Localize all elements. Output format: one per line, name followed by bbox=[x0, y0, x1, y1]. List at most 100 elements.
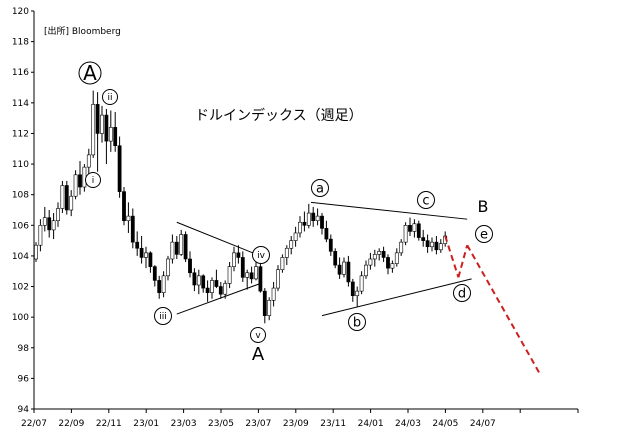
candle-body bbox=[196, 275, 201, 286]
candle-body bbox=[350, 281, 355, 297]
chart-title: ドルインデックス（週足） bbox=[195, 107, 363, 124]
projection-segment bbox=[466, 244, 541, 375]
candle-body bbox=[232, 252, 236, 267]
y-tick-label: 114 bbox=[12, 99, 29, 109]
wave-label-circle bbox=[85, 172, 101, 188]
wave-label-c: c bbox=[422, 194, 429, 209]
candle-body bbox=[271, 287, 276, 301]
x-tick-label: 24/03 bbox=[395, 419, 421, 429]
candle-body bbox=[408, 225, 412, 232]
tick-labels: 94 96 98 100 102 104 106 108 110 112 114 116 118 120 2… bbox=[12, 7, 496, 429]
candle-body bbox=[104, 114, 109, 142]
candle-body bbox=[91, 104, 96, 156]
candle-body bbox=[399, 241, 404, 254]
candle-body bbox=[117, 145, 122, 192]
candle-body bbox=[205, 287, 210, 293]
candle-body bbox=[174, 241, 179, 255]
candle-body bbox=[170, 241, 175, 260]
y-tick-label: 118 bbox=[12, 38, 29, 48]
candle-body bbox=[302, 221, 307, 226]
trendline bbox=[321, 278, 472, 317]
candle-body bbox=[262, 290, 267, 316]
candle-body bbox=[342, 261, 346, 275]
candle-body bbox=[394, 252, 399, 264]
wave-label-circle bbox=[311, 179, 329, 197]
candle-body bbox=[51, 220, 56, 231]
candle-body bbox=[100, 114, 104, 134]
trendline bbox=[176, 283, 261, 315]
wave-label-big_A_top: A bbox=[83, 61, 97, 85]
y-tick-label: 98 bbox=[18, 344, 30, 354]
candle-body bbox=[139, 247, 144, 258]
candle-body bbox=[60, 185, 65, 209]
projection-segment bbox=[457, 244, 469, 278]
candle-body bbox=[284, 247, 289, 258]
projection-path bbox=[444, 235, 541, 375]
wave-label-circle bbox=[154, 307, 172, 325]
wave-label-i: i bbox=[92, 176, 95, 186]
candle-body bbox=[258, 266, 263, 292]
wave-label-e: e bbox=[480, 228, 488, 243]
candle-body bbox=[324, 228, 329, 240]
y-tick-label: 120 bbox=[12, 7, 29, 17]
candle-body bbox=[47, 217, 52, 231]
x-tick-label: 23/09 bbox=[283, 419, 309, 429]
trendlines bbox=[176, 201, 472, 317]
wave-label-circle bbox=[102, 89, 118, 105]
candle-body bbox=[126, 215, 131, 222]
candle-body bbox=[214, 280, 219, 287]
trendline bbox=[310, 201, 468, 220]
candle-body bbox=[86, 154, 91, 168]
x-tick-label: 22/09 bbox=[58, 419, 84, 429]
candle-body bbox=[240, 257, 245, 278]
candle-body bbox=[78, 174, 82, 188]
candle-body bbox=[293, 232, 298, 241]
projection-segment bbox=[444, 235, 460, 278]
candle-body bbox=[223, 283, 228, 295]
wave-label-circle bbox=[417, 191, 435, 209]
x-tick-label: 23/01 bbox=[133, 419, 159, 429]
candle-body bbox=[34, 244, 38, 260]
candle-body bbox=[412, 223, 417, 232]
y-tick-label: 96 bbox=[18, 374, 30, 384]
wave-label-v: v bbox=[255, 331, 261, 341]
candle-body bbox=[372, 254, 377, 260]
candle-body bbox=[267, 300, 272, 316]
wave-label-circle bbox=[453, 284, 471, 302]
candle-body bbox=[38, 225, 43, 246]
candle-body bbox=[201, 275, 206, 289]
wave-label-a: a bbox=[316, 182, 324, 197]
x-tick-label: 23/11 bbox=[320, 419, 346, 429]
wave-label-circle bbox=[348, 313, 366, 331]
candle-body bbox=[306, 212, 311, 226]
candle-body bbox=[333, 251, 338, 266]
source-label: [出所] Bloomberg bbox=[44, 25, 121, 37]
candle-body bbox=[298, 221, 302, 234]
candle-body bbox=[73, 174, 78, 197]
wave-label-iv: iv bbox=[257, 251, 266, 261]
candle-body bbox=[438, 243, 443, 251]
x-tick-label: 24/07 bbox=[470, 419, 496, 429]
candle-body bbox=[210, 280, 214, 293]
candle-body bbox=[390, 263, 395, 269]
y-tick-label: 108 bbox=[12, 191, 29, 201]
candle-body bbox=[386, 257, 390, 269]
candle-body bbox=[130, 215, 135, 243]
candle-body bbox=[188, 258, 192, 274]
candle-body bbox=[377, 251, 382, 255]
candle-body bbox=[364, 264, 368, 277]
x-tick-label: 22/07 bbox=[21, 419, 47, 429]
candle-body bbox=[359, 275, 364, 292]
candle-body bbox=[144, 252, 148, 258]
y-tick-label: 94 bbox=[18, 405, 30, 415]
wave-label-A_bottom: A bbox=[252, 344, 265, 365]
wave-label-circle bbox=[250, 327, 266, 343]
candle-body bbox=[166, 258, 170, 277]
y-tick-label: 104 bbox=[12, 252, 29, 262]
candle-body bbox=[328, 238, 333, 252]
candle-body bbox=[254, 266, 258, 280]
candle-body bbox=[430, 241, 434, 248]
candle-body bbox=[337, 264, 342, 275]
candle-body bbox=[227, 266, 232, 284]
